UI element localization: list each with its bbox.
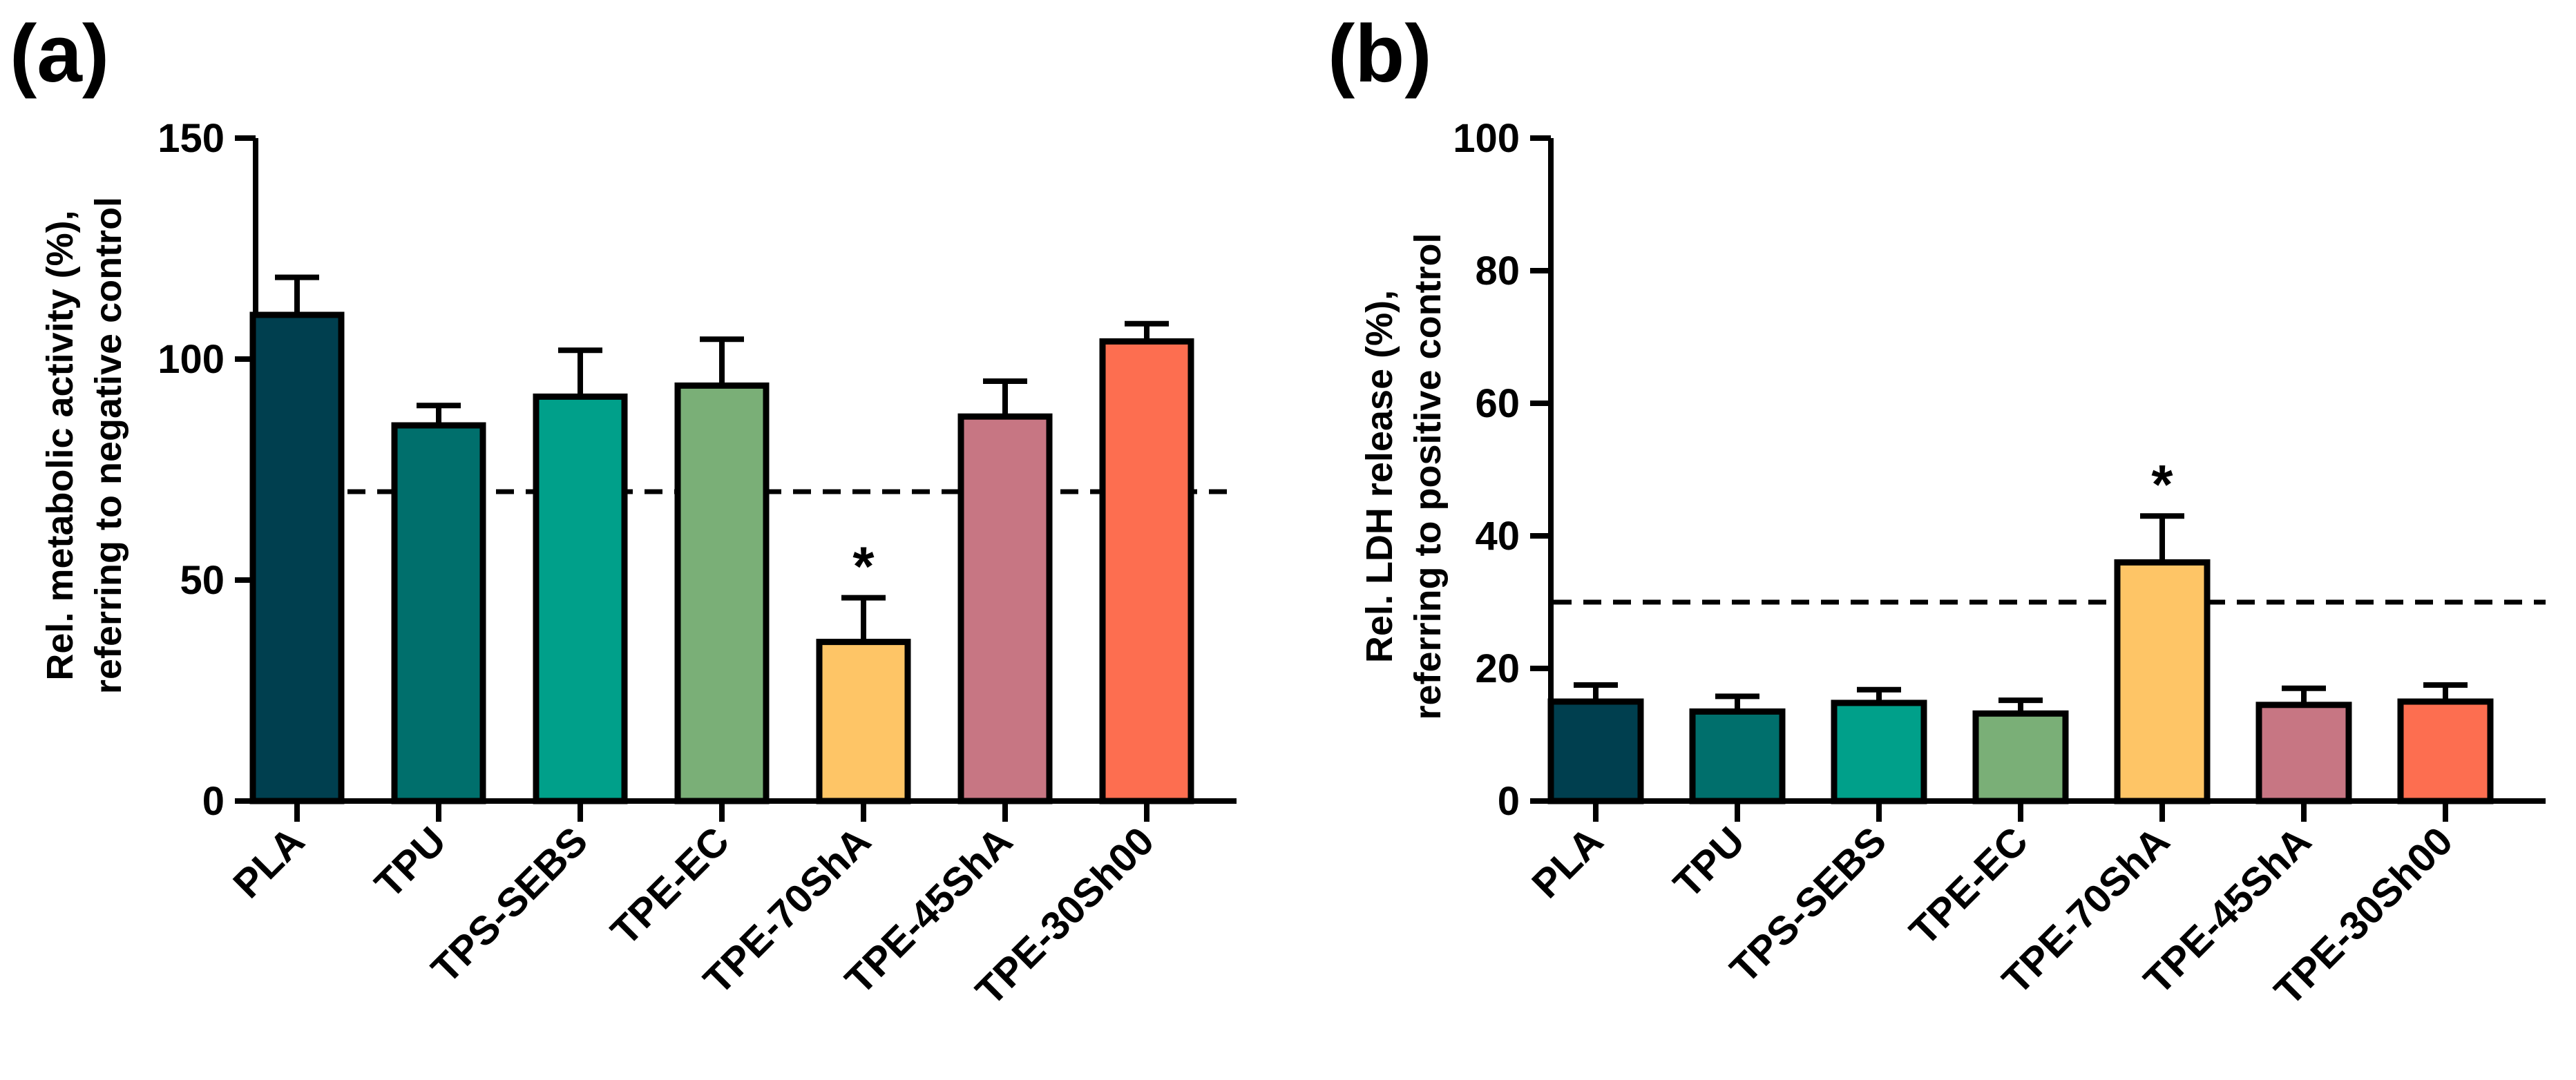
panel-b-y-tick-label: 80: [1475, 249, 1520, 293]
panel-b-bar-tpu: [1689, 708, 1786, 804]
panel-a: (a) Rel. metabolic activity (%), referri…: [10, 8, 1237, 1014]
panel-b-ylabel-line1: Rel. LDH release (%),: [1359, 290, 1400, 663]
panel-a-bar-tpe-70sha: [816, 639, 911, 804]
panel-a-y-tick-label: 50: [180, 558, 225, 603]
panel-a-bar-pla: [249, 311, 345, 804]
panel-a-ylabel-line2: referring to negative control: [88, 197, 129, 694]
panel-b-y-tick-label: 0: [1498, 779, 1520, 824]
panel-a-significance-marker: *: [852, 536, 875, 597]
panel-a-category-label: PLA: [225, 818, 313, 907]
panel-a-y-tick-label: 100: [158, 337, 225, 382]
panel-a-category-label: TPU: [366, 818, 455, 907]
panel-b-bar-tpe-70sha: [2114, 559, 2211, 804]
panel-a-ylabel-line1: Rel. metabolic activity (%),: [39, 210, 81, 680]
panel-b-category-label: PLA: [1523, 818, 1612, 907]
panel-a-bar-tpe-30sh00: [1099, 338, 1194, 804]
panel-a-bar-tpe-ec: [674, 382, 770, 804]
panel-b-ylabel-line2: referring to positive control: [1407, 233, 1449, 720]
panel-b-y-tick-label: 100: [1453, 116, 1520, 161]
panel-b-category-label: TPE-EC: [1901, 818, 2036, 954]
panel-b-y-tick-label: 40: [1475, 514, 1520, 559]
panel-a-bar-tpe-45sha: [957, 413, 1053, 804]
panel-a-bar-tps-sebs: [533, 393, 628, 804]
panel-b-bar-pla: [1547, 698, 1644, 804]
panel-b-significance-marker: *: [2151, 454, 2173, 515]
panel-a-label: (a): [10, 8, 109, 99]
panel-b: (b) Rel. LDH release (%), referring to p…: [1328, 8, 2546, 1014]
panel-b-label: (b): [1328, 8, 1432, 99]
panel-a-y-tick-label: 150: [158, 116, 225, 161]
panel-a-bar-tpu: [391, 422, 486, 804]
panel-b-bar-tps-sebs: [1831, 700, 1927, 804]
panel-b-bar-tpe-30sh00: [2397, 698, 2494, 804]
panel-b-y-tick-label: 60: [1475, 381, 1520, 426]
panel-a-y-tick-label: 0: [202, 779, 225, 824]
panel-b-y-tick-label: 20: [1475, 646, 1520, 691]
panel-b-bar-tpe-45sha: [2255, 702, 2352, 804]
panel-a-category-label: TPE-EC: [602, 818, 738, 954]
panel-b-bar-tpe-ec: [1972, 710, 2069, 804]
panel-b-category-label: TPU: [1665, 818, 1753, 907]
